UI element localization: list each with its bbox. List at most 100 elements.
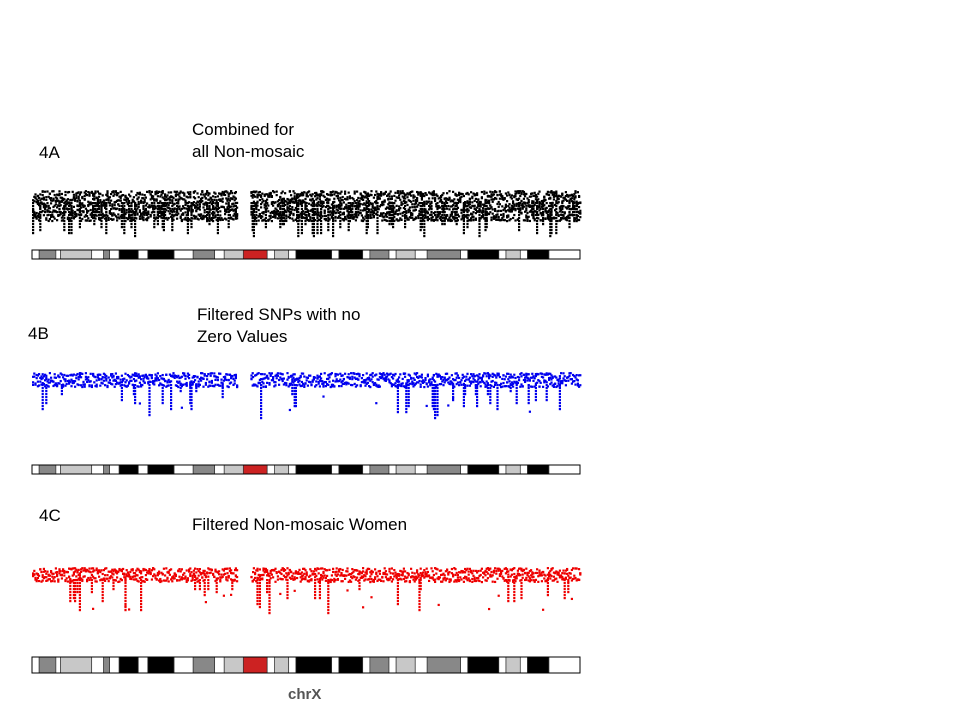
snp-point (550, 203, 553, 206)
snp-point (177, 202, 180, 205)
snp-point (261, 380, 264, 384)
snp-point (576, 202, 579, 205)
snp-point (525, 192, 528, 196)
ideogram-band (414, 249, 428, 260)
snp-point (148, 206, 151, 209)
snp-point (190, 384, 193, 387)
snp-point (438, 211, 441, 214)
snp-point (142, 377, 145, 380)
snp-point (161, 214, 164, 217)
snp-point (44, 205, 47, 208)
snp-point (503, 218, 506, 222)
snp-point (191, 217, 194, 220)
snp-point (560, 205, 563, 208)
snp-point (252, 190, 255, 193)
snp-point (42, 214, 45, 217)
snp-point (561, 379, 564, 383)
snp-point (572, 208, 575, 211)
snp-point (561, 193, 564, 197)
snp-point (558, 399, 561, 402)
snp-point (41, 193, 44, 197)
snp-point (330, 211, 333, 214)
snp-point (423, 205, 426, 208)
snp-point (47, 210, 50, 213)
snp-point (448, 198, 451, 201)
snp-point (58, 214, 61, 217)
snp-point (405, 402, 408, 405)
snp-point (496, 396, 499, 399)
snp-point (389, 217, 392, 220)
snp-point (389, 382, 392, 385)
snp-point (54, 384, 57, 387)
ideogram-band (295, 249, 333, 260)
snp-point (282, 220, 285, 223)
snp-point (124, 198, 127, 202)
snp-point (329, 210, 332, 213)
snp-point (291, 393, 294, 396)
snp-point (304, 202, 307, 205)
snp-point (380, 203, 383, 207)
snp-point (371, 206, 374, 209)
snp-point (183, 198, 186, 201)
snp-point (180, 375, 183, 378)
snp-point (551, 201, 554, 204)
snp-point (269, 192, 272, 195)
snp-point (506, 214, 509, 218)
snp-point (105, 223, 108, 226)
snp-point (438, 196, 441, 199)
snp-point (440, 194, 443, 198)
snp-point (532, 205, 535, 208)
snp-point (154, 373, 157, 376)
snp-point (489, 393, 492, 396)
snp-point (185, 201, 188, 205)
snp-point (87, 379, 90, 382)
snp-point (100, 214, 103, 217)
snp-point (140, 383, 143, 386)
snp-point (515, 393, 518, 396)
snp-point (75, 214, 78, 217)
snp-point (576, 210, 579, 213)
snp-point (420, 220, 423, 223)
snp-point (104, 204, 107, 207)
snp-point (509, 210, 512, 213)
snp-point (147, 210, 150, 213)
snp-point (366, 192, 369, 195)
snp-point (555, 376, 558, 379)
snp-point (68, 232, 71, 235)
snp-point (256, 193, 259, 196)
snp-point (190, 402, 193, 405)
snp-point (89, 380, 92, 383)
snp-point (297, 203, 300, 206)
snp-point (155, 377, 158, 380)
snp-point (548, 372, 551, 375)
snp-point (550, 209, 553, 212)
snp-point (466, 384, 469, 387)
snp-point (268, 372, 271, 375)
snp-point (432, 211, 435, 215)
snp-point (366, 208, 369, 211)
snp-point (527, 377, 530, 380)
snp-point (351, 211, 354, 214)
snp-point (498, 219, 501, 222)
snp-point (42, 196, 45, 199)
snp-point (453, 385, 456, 388)
snp-point (315, 193, 318, 197)
snp-point (252, 220, 255, 223)
snp-point (124, 381, 127, 384)
snp-point (250, 211, 253, 214)
snp-point (537, 192, 540, 195)
snp-point (130, 208, 133, 211)
snp-point (312, 226, 315, 229)
snp-point (149, 205, 152, 208)
snp-point (330, 215, 333, 218)
snp-point (555, 220, 558, 223)
snp-point (224, 208, 227, 211)
snp-point (195, 215, 198, 218)
snp-point (116, 194, 119, 197)
snp-point (125, 211, 128, 214)
snp-point (294, 198, 297, 201)
snp-point (340, 198, 343, 202)
snp-point (479, 217, 482, 220)
snp-point (312, 223, 315, 226)
snp-point (375, 200, 378, 203)
